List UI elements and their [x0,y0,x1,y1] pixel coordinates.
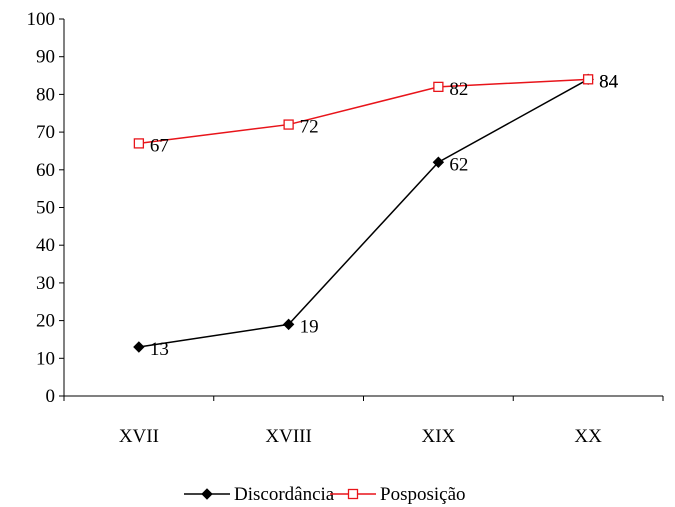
data-point-discordancia [133,341,145,353]
series-layer [133,73,594,353]
data-point-posposicao [133,138,145,149]
y-tick-label: 90 [36,47,55,68]
x-tick-label: XVIII [265,426,311,447]
legend-marker-posposicao [347,488,359,500]
y-axis-tick-labels: 0 10 20 30 40 50 60 70 80 90 100 [27,9,56,407]
data-label-discordancia: 19 [300,316,319,337]
y-tick-label: 10 [36,348,55,369]
data-label-posposicao: 82 [449,79,468,100]
axes [59,18,664,401]
data-label-discordancia: 84 [599,71,619,92]
y-tick-label: 0 [46,386,56,407]
legend-label-discordancia: Discordância [234,484,335,505]
data-label-discordancia: 13 [150,339,169,360]
data-label-posposicao: 84 [599,71,619,92]
data-label-posposicao: 72 [300,117,319,138]
data-label-discordancia: 62 [449,154,468,175]
series-line-discordancia [138,78,589,348]
legend-item-posposicao: Posposição [330,484,466,505]
y-tick-label: 80 [36,84,55,105]
y-tick-label: 70 [36,122,55,143]
y-tick-label: 20 [36,311,55,332]
legend-label-posposicao: Posposição [380,484,466,505]
legend: Discordância Posposição [184,484,466,505]
y-tick-label: 40 [36,235,55,256]
data-point-discordancia [432,156,445,168]
series-line-posposicao [138,78,589,145]
x-tick-label: XIX [421,426,455,447]
legend-item-discordancia: Discordância [184,484,335,505]
y-tick-label: 60 [36,160,55,181]
data-point-posposicao [582,74,594,85]
y-tick-label: 100 [27,9,56,30]
y-tick-label: 50 [36,198,55,219]
x-tick-label: XX [574,426,602,447]
data-point-posposicao [283,119,294,130]
data-point-discordancia [282,318,295,331]
x-tick-label: XVII [119,426,159,447]
legend-marker-discordancia [201,488,213,500]
data-label-posposicao: 67 [150,135,169,156]
y-tick-label: 30 [36,273,55,294]
x-axis-tick-labels: XVII XVIII XIX XX [119,426,602,447]
data-point-posposicao [433,81,444,93]
